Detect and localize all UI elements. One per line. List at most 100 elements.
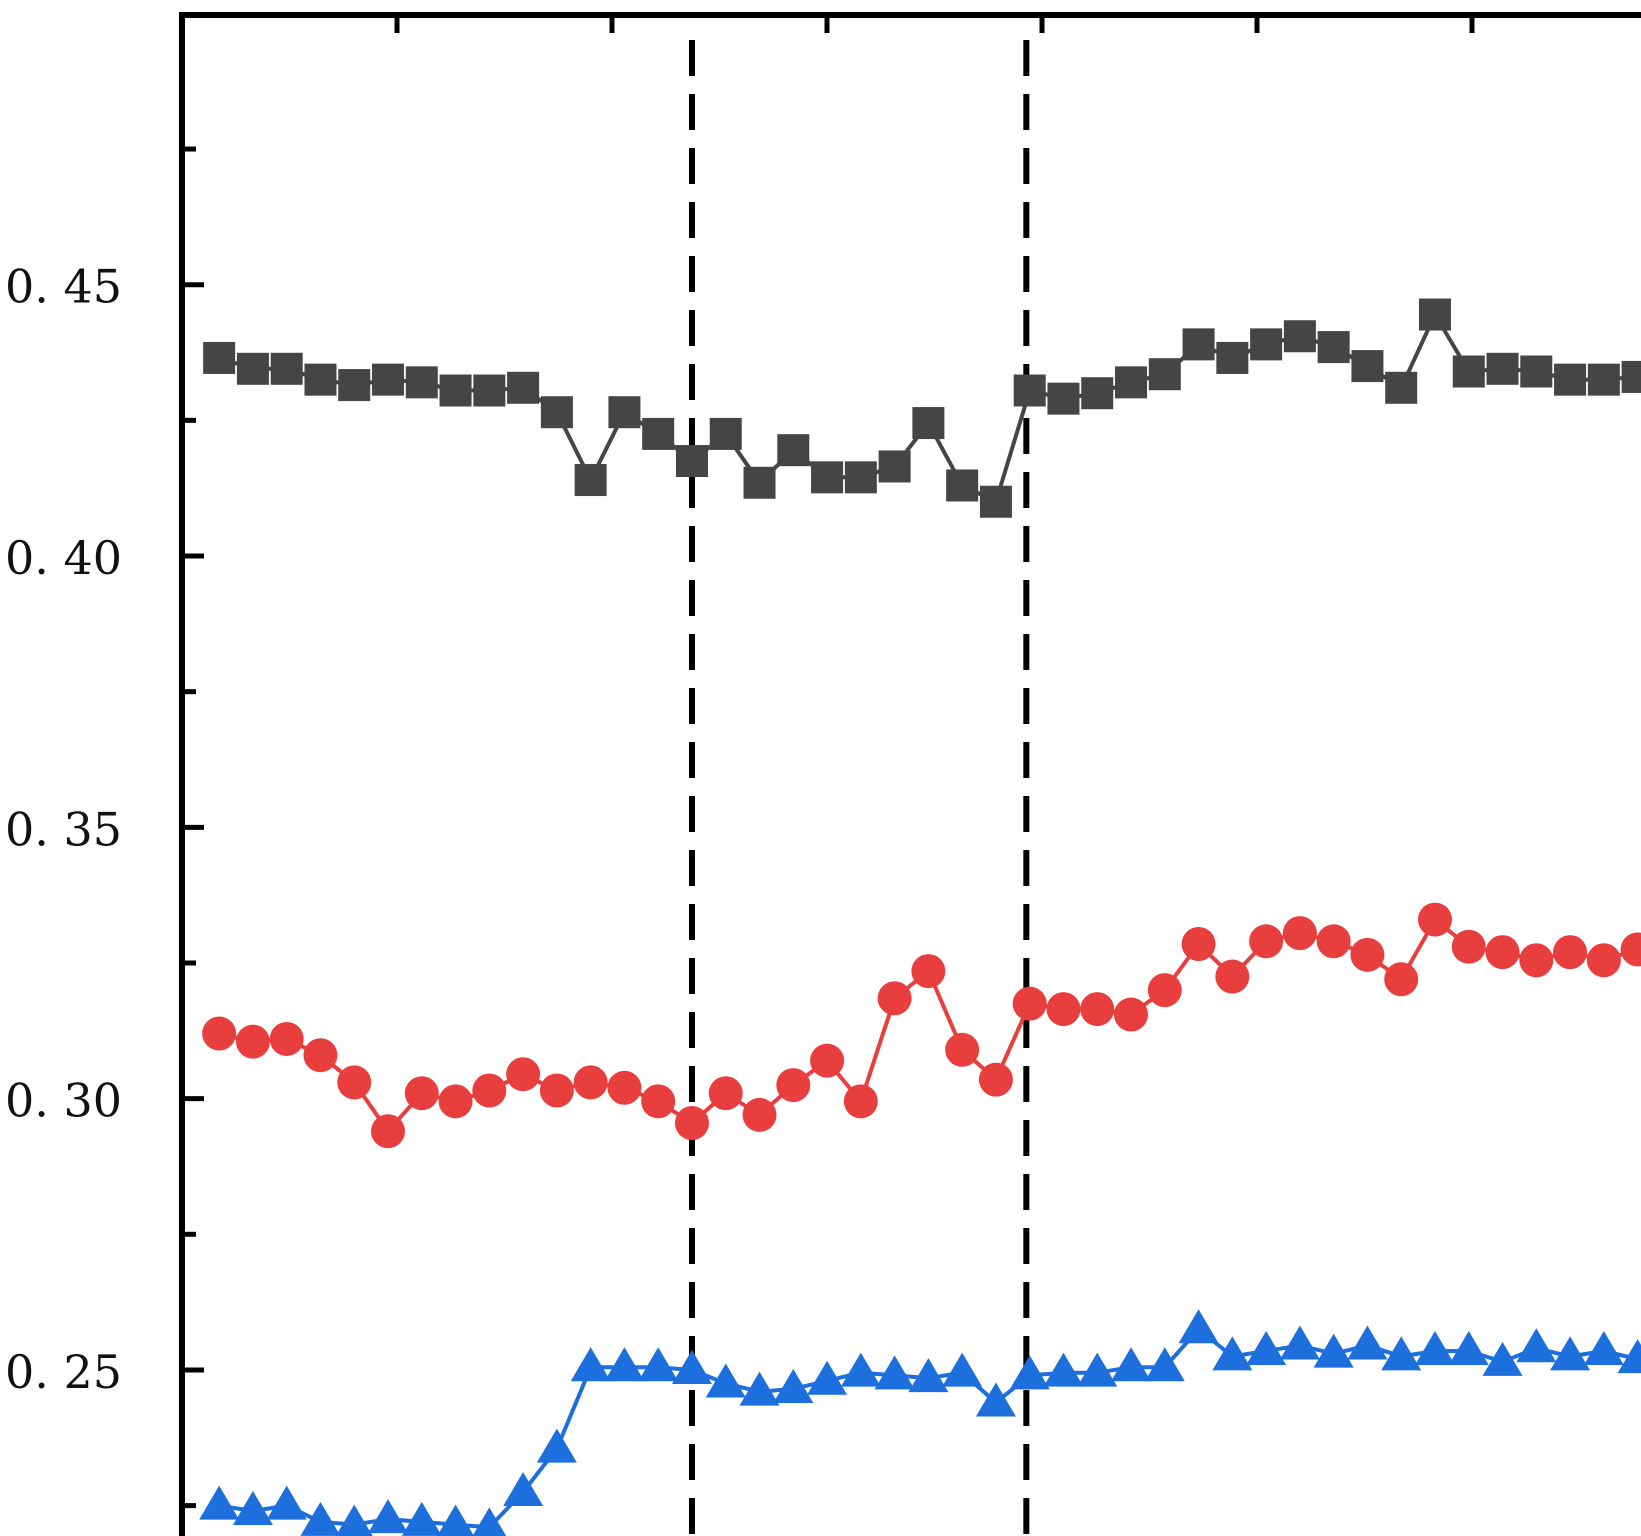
data-point-square xyxy=(878,450,911,483)
data-point-triangle xyxy=(437,1504,475,1536)
data-point-triangle xyxy=(1111,1347,1152,1382)
y-tick-label: 0. 40 xyxy=(5,531,122,585)
y-tick-label: 0. 25 xyxy=(5,1345,122,1399)
data-point-triangle xyxy=(874,1355,915,1390)
data-point-triangle xyxy=(705,1363,746,1398)
data-point-triangle xyxy=(942,1352,983,1387)
data-point-square xyxy=(1317,331,1350,364)
reference-lines xyxy=(688,40,1030,1536)
data-point-square xyxy=(675,445,708,478)
data-point-triangle xyxy=(570,1347,611,1382)
data-point-square xyxy=(1283,320,1316,353)
data-point-square xyxy=(1418,298,1451,331)
data-point-triangle xyxy=(1246,1330,1287,1365)
data-point-square xyxy=(1486,352,1519,385)
y-tick-label: 0. 35 xyxy=(5,802,122,856)
data-point-circle xyxy=(303,1038,338,1073)
data-point-circle xyxy=(1249,924,1284,959)
data-point-square xyxy=(1452,355,1485,388)
data-point-square xyxy=(1047,382,1080,415)
data-point-triangle xyxy=(368,1499,409,1534)
data-point-square xyxy=(1081,377,1114,410)
data-point-circle xyxy=(945,1032,980,1067)
data-point-circle xyxy=(1350,937,1385,972)
data-point-square xyxy=(912,407,945,440)
data-point-square xyxy=(979,485,1012,518)
data-point-square xyxy=(1148,358,1181,391)
data-point-triangle xyxy=(300,1501,341,1536)
data-point-triangle xyxy=(472,1507,507,1536)
data-point-circle xyxy=(742,1097,777,1132)
data-point-circle xyxy=(1620,932,1641,967)
data-point-triangle xyxy=(1009,1355,1050,1390)
data-point-triangle xyxy=(335,1504,373,1536)
data-point-triangle xyxy=(1414,1330,1455,1365)
data-point-circle xyxy=(810,1043,845,1078)
data-point-circle xyxy=(911,954,946,989)
data-point-square xyxy=(372,363,405,396)
data-point-triangle xyxy=(1347,1325,1388,1360)
data-point-circle xyxy=(235,1024,270,1059)
data-point-circle xyxy=(1181,926,1216,961)
data-point-circle xyxy=(269,1021,304,1056)
data-point-triangle xyxy=(1516,1328,1557,1363)
data-point-triangle xyxy=(638,1347,679,1382)
data-point-square xyxy=(270,352,303,385)
data-point-square xyxy=(236,352,269,385)
data-point-triangle xyxy=(1313,1333,1354,1368)
data-point-square xyxy=(338,369,371,402)
data-point-triangle xyxy=(1482,1341,1523,1376)
data-point-square xyxy=(743,466,776,499)
data-point-square xyxy=(811,461,844,494)
data-point-circle xyxy=(843,1084,878,1119)
data-point-square xyxy=(1520,355,1553,388)
data-point-square xyxy=(1351,350,1384,383)
data-point-square xyxy=(946,469,979,502)
y-tick-label: 0. 30 xyxy=(5,1074,122,1128)
series-group xyxy=(199,298,1641,1536)
data-point-triangle xyxy=(1279,1325,1320,1360)
y-tick-label: 0. 45 xyxy=(5,260,122,314)
data-point-circle xyxy=(708,1076,743,1111)
data-point-square xyxy=(574,464,607,497)
data-point-circle xyxy=(877,981,912,1016)
data-point-circle xyxy=(1080,992,1115,1027)
data-point-square xyxy=(642,417,675,450)
data-point-square xyxy=(304,363,337,396)
data-point-circle xyxy=(674,1106,709,1141)
data-point-circle xyxy=(337,1065,372,1100)
data-point-circle xyxy=(472,1073,507,1108)
data-point-circle xyxy=(641,1084,676,1119)
data-point-square xyxy=(844,461,877,494)
data-point-triangle xyxy=(199,1485,240,1520)
data-point-triangle xyxy=(1043,1352,1084,1387)
data-point-circle xyxy=(1316,924,1351,959)
data-point-circle xyxy=(1485,935,1520,970)
data-point-square xyxy=(1182,328,1215,361)
data-point-triangle xyxy=(1617,1339,1641,1374)
data-point-square xyxy=(473,374,506,407)
data-point-square xyxy=(1115,366,1148,399)
data-point-triangle xyxy=(503,1472,544,1507)
data-point-circle xyxy=(1586,943,1621,978)
data-point-circle xyxy=(539,1073,574,1108)
data-point-circle xyxy=(1215,959,1250,994)
data-point-square xyxy=(608,396,641,429)
data-point-circle xyxy=(371,1114,406,1149)
data-point-triangle xyxy=(840,1352,881,1387)
data-point-square xyxy=(1621,360,1641,393)
data-point-triangle xyxy=(232,1491,273,1526)
axis-ticks xyxy=(180,15,1475,1509)
data-point-triangle xyxy=(1077,1352,1118,1387)
data-point-circle xyxy=(1147,973,1182,1008)
data-point-triangle xyxy=(1550,1336,1591,1371)
data-point-triangle xyxy=(1178,1309,1219,1344)
data-point-circle xyxy=(1282,916,1317,951)
data-point-circle xyxy=(438,1084,473,1119)
data-point-triangle xyxy=(604,1347,645,1382)
data-point-square xyxy=(507,371,540,404)
data-point-circle xyxy=(607,1070,642,1105)
data-point-circle xyxy=(404,1076,439,1111)
data-point-triangle xyxy=(1448,1330,1489,1365)
data-point-triangle xyxy=(536,1428,577,1463)
